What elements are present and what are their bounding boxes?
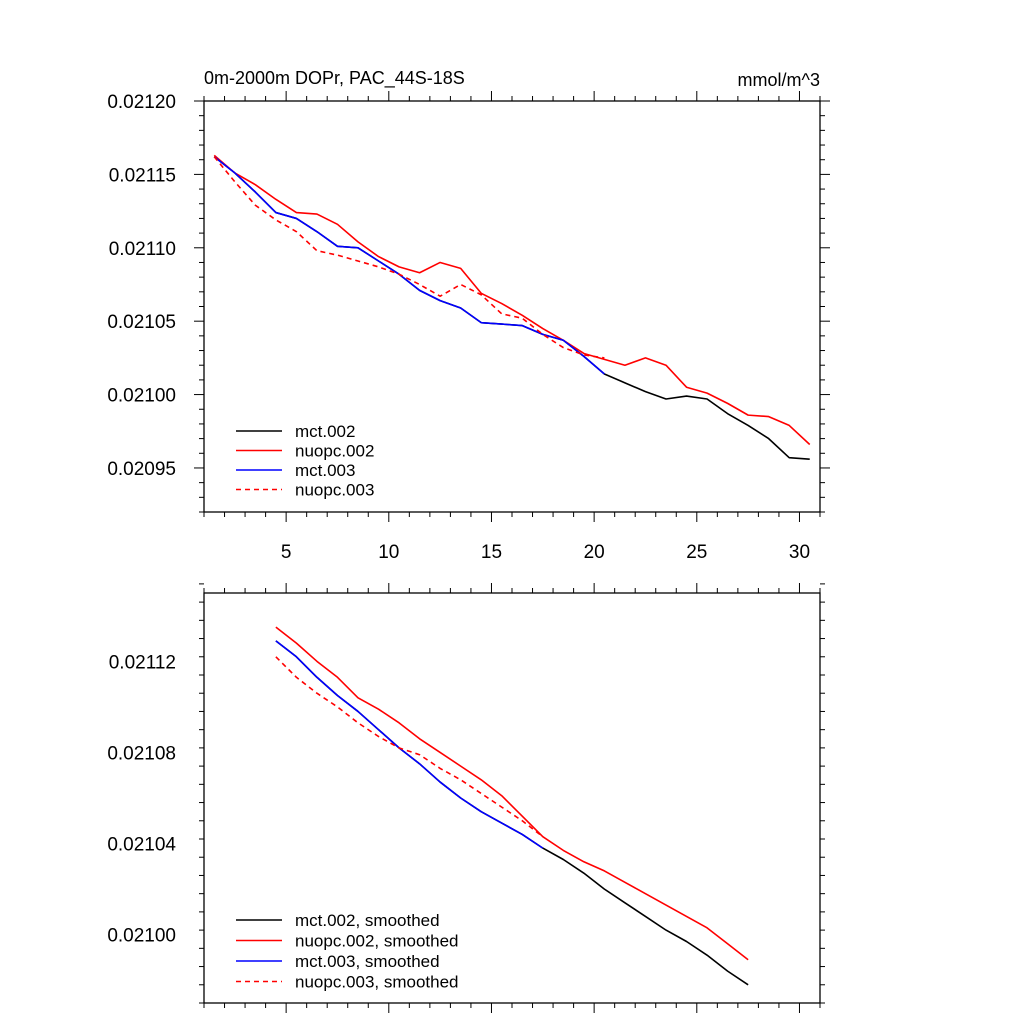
series-line-mct-003-smoothed	[275, 640, 544, 849]
legend-label: nuopc.002	[295, 442, 374, 461]
legend-label: nuopc.003, smoothed	[295, 973, 459, 992]
x-tick-label: 25	[686, 542, 707, 563]
y-tick-label: 0.02115	[109, 165, 176, 186]
legend: mct.002, smoothed nuopc.002, smoothedmct.…	[236, 911, 459, 992]
series-line-mct-003	[213, 156, 605, 375]
chart-panel-2: 0.02100 0.02104 0.02108 0.02112 mct.002, smo…	[107, 583, 825, 1013]
legend-label: mct.002	[295, 422, 355, 441]
chart-title: 0m-2000m DOPr, PAC_44S-18S	[204, 68, 465, 89]
y-tick-label: 0.02105	[107, 312, 176, 333]
series-line-nuopc-003	[213, 156, 605, 359]
x-tick-label: 15	[481, 542, 502, 563]
y-tick-label: 0.02110	[109, 239, 176, 260]
y-tick-label: 0.02095	[107, 459, 176, 480]
legend-label: mct.002, smoothed	[295, 911, 440, 930]
x-tick-label: 20	[584, 542, 605, 563]
series-line-nuopc-002	[213, 154, 811, 446]
x-tick-label: 5	[281, 542, 292, 563]
y-tick-label: 0.02100	[107, 926, 176, 947]
series-line-mct-002	[213, 156, 810, 460]
y-tick-label: 0.02112	[109, 652, 176, 673]
y-tick-label: 0.02120	[107, 92, 176, 113]
series-line-nuopc-002-smoothed	[275, 626, 749, 961]
legend-label: nuopc.002, smoothed	[295, 932, 459, 951]
legend-label: nuopc.003	[295, 481, 374, 500]
legend-label: mct.003, smoothed	[295, 952, 440, 971]
legend-label: mct.003	[295, 461, 355, 480]
y-tick-label: 0.02108	[107, 743, 176, 764]
x-tick-label: 30	[789, 542, 810, 563]
x-tick-label: 10	[378, 542, 399, 563]
y-tick-label: 0.02104	[107, 835, 176, 856]
chart-panel-1: 5 10 15 20 25 30 0.02095 0.02100 0.02105 0.02110 0…	[107, 68, 830, 563]
y-tick-label: 0.02100	[107, 386, 176, 407]
units-label: mmol/m^3	[738, 70, 820, 90]
series-line-nuopc-003-smoothed	[275, 656, 544, 838]
